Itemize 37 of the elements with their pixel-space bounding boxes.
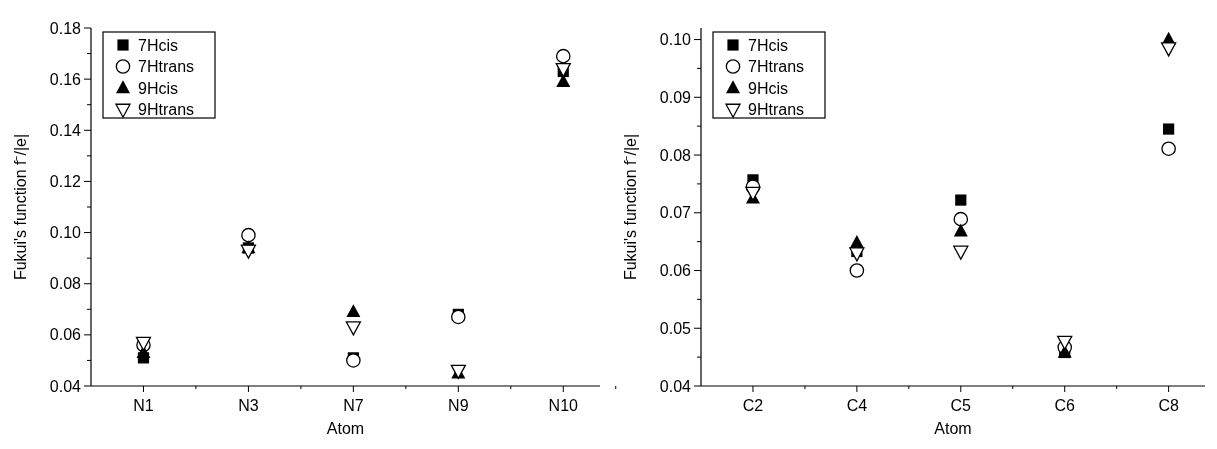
x-tick-label: C6 <box>1054 397 1076 414</box>
y-tick-label: 0.09 <box>659 88 692 106</box>
y-tick-label: 0.12 <box>49 173 82 191</box>
x-tick-label: N3 <box>238 397 259 414</box>
x-tick-label: N10 <box>548 397 579 414</box>
y-tick-label: 0.08 <box>659 146 692 164</box>
x-tick-label: N1 <box>133 397 154 414</box>
x-tick-label: C8 <box>1158 397 1179 414</box>
x-axis-title: Atom <box>326 420 365 437</box>
y-tick-label: 0.06 <box>659 262 692 280</box>
y-tick-label: 0.04 <box>659 377 692 395</box>
y-tick-label: 0.10 <box>49 224 82 242</box>
y-tick-label: 0.08 <box>49 275 82 293</box>
y-tick-label: 0.10 <box>659 31 692 49</box>
y-tick-label: 0.18 <box>49 19 82 37</box>
legend-label: 7Hcis <box>138 36 179 54</box>
legend-label: 9Hcis <box>748 79 789 97</box>
x-axis-title: Atom <box>934 420 972 437</box>
legend-label: 9Htrans <box>748 101 805 119</box>
y-axis-title: Fukui's function f⁻/|e| <box>622 133 639 281</box>
legend-label: 7Htrans <box>138 58 195 76</box>
y-tick-label: 0.06 <box>49 326 82 344</box>
x-tick-label: N9 <box>448 397 469 414</box>
legend-label: 7Hcis <box>748 36 789 54</box>
y-tick-label: 0.14 <box>49 121 82 139</box>
x-tick-label: N7 <box>343 397 364 414</box>
y-axis-title: Fukui's function f⁻/|e| <box>12 133 29 281</box>
x-tick-label: C5 <box>950 397 972 414</box>
y-tick-label: 0.07 <box>659 204 692 222</box>
x-tick-label: C4 <box>846 397 868 414</box>
y-tick-label: 0.04 <box>49 377 82 395</box>
legend-label: 9Htrans <box>138 101 195 119</box>
x-tick-label: C2 <box>742 397 764 414</box>
legend-label: 9Hcis <box>138 79 179 97</box>
y-tick-label: 0.05 <box>659 319 692 337</box>
legend-label: 7Htrans <box>748 58 805 76</box>
y-tick-label: 0.16 <box>49 70 82 88</box>
